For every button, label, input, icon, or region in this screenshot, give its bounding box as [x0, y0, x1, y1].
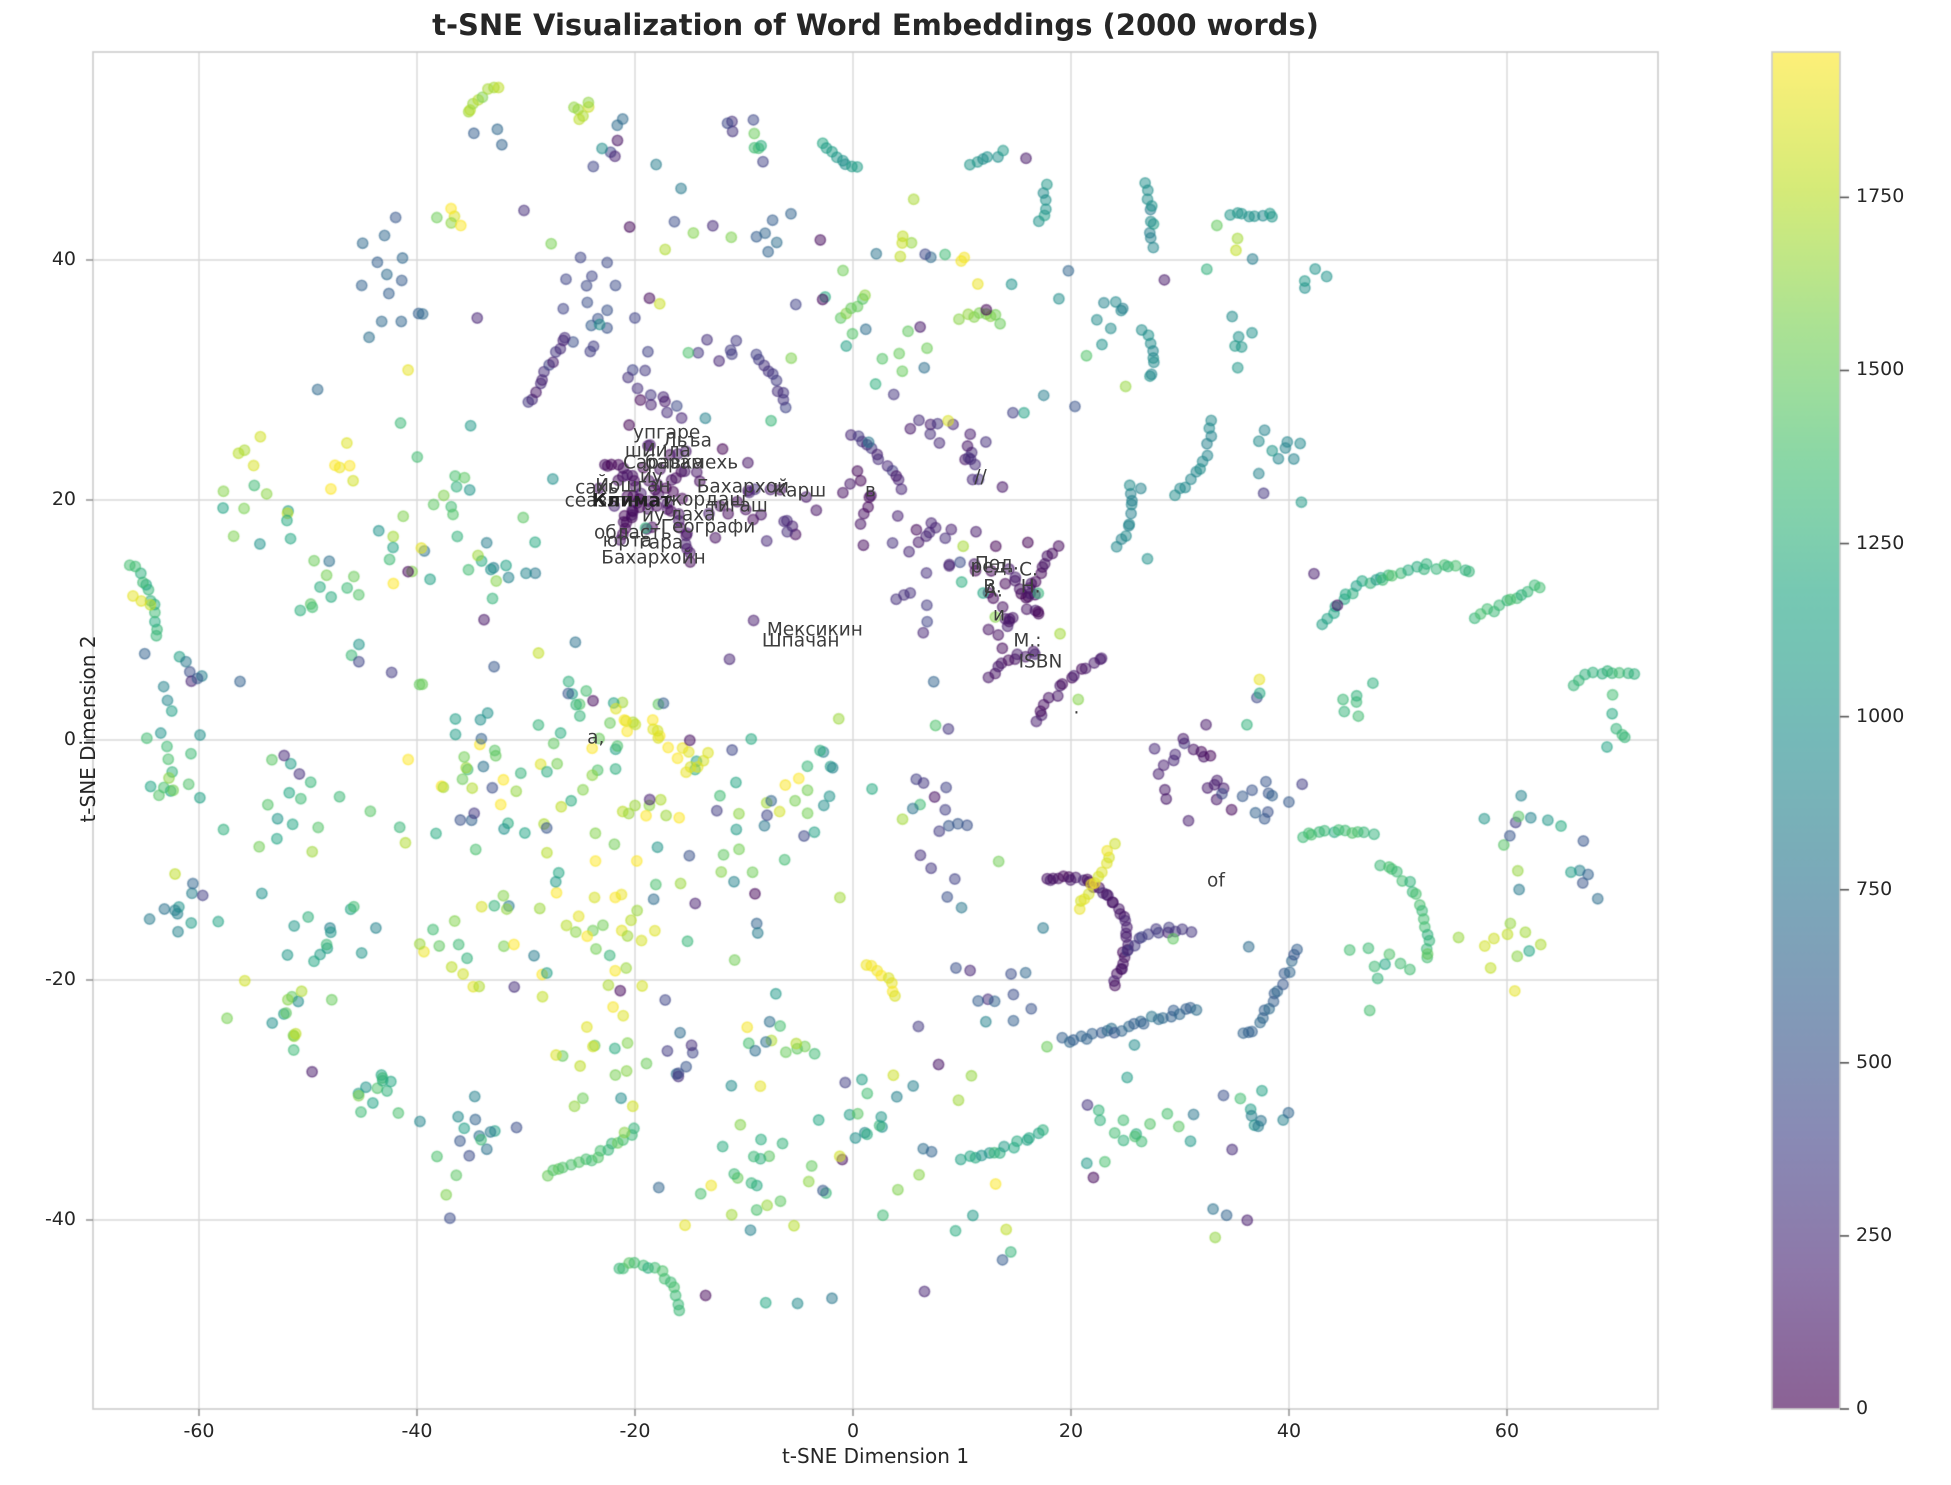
colorbar-tick-label: 1750: [1856, 185, 1905, 208]
annotation-label: упгаре: [632, 422, 701, 444]
annotation-label: юрта: [602, 530, 653, 552]
annotation-label: М.:: [1013, 629, 1042, 651]
annotation-label: лаха: [670, 503, 716, 525]
colorbar-tick-label: 750: [1856, 877, 1893, 900]
annotation-label: гара: [639, 532, 684, 554]
y-tick-label: 20: [51, 488, 76, 510]
x-tick-label: -60: [183, 1420, 215, 1442]
colorbar-tick-label: 250: [1856, 1223, 1893, 1246]
annotation-label: В.: [983, 575, 1002, 597]
colorbar-tick-label: 1000: [1856, 704, 1905, 727]
y-tick-label: 40: [51, 248, 76, 270]
annotation-label: а,: [587, 727, 605, 749]
annotation-label: Шпачан: [761, 629, 840, 651]
annotation-label: А.: [984, 580, 1003, 602]
x-tick-label: 20: [1058, 1420, 1084, 1442]
colorbar-tick-label: 1500: [1856, 358, 1905, 381]
annotation-label: Мексикин: [766, 619, 863, 641]
annotation-label: Н.: [1020, 575, 1041, 597]
annotation-label: йу: [639, 466, 663, 488]
x-tick-label: -20: [619, 1420, 651, 1442]
colorbar-tick-label: 1250: [1856, 531, 1905, 554]
annotation-label: Йошган: [595, 475, 671, 497]
annotation-label: Географи: [660, 515, 756, 537]
annotation-label: и: [993, 604, 1006, 626]
annotation-label: сахь: [575, 477, 619, 499]
annotation-label: Карш: [773, 479, 827, 501]
annotation-label: Климат: [591, 490, 672, 512]
x-axis-label: t-SNE Dimension 1: [781, 1444, 970, 1468]
annotation-label: of: [1207, 869, 1225, 891]
y-tick-label: -40: [44, 1208, 76, 1230]
annotation-label: барамехь: [645, 452, 739, 474]
annotation-label: шИила: [624, 440, 691, 462]
annotation-label: сеазьт-: [564, 490, 636, 512]
annotation-label: .: [1073, 697, 1080, 719]
annotation-label: Льъа: [662, 430, 712, 452]
annotation-label: жордаш: [665, 489, 747, 511]
y-tick-label: -20: [44, 968, 76, 990]
chart-title: t-SNE Visualization of Word Embeddings (…: [432, 8, 1319, 42]
annotation-label: //: [974, 466, 987, 488]
y-axis-label: t-SNE Dimension 2: [76, 635, 100, 823]
annotation-label: Пед.: [974, 553, 1019, 575]
annotation-label: ISBN: [1018, 651, 1063, 673]
annotation-label: в: [864, 479, 876, 501]
x-tick-label: 60: [1494, 1420, 1520, 1442]
annotation-label: С.: [1019, 559, 1038, 581]
annotation-label: тигаш: [707, 495, 768, 517]
x-tick-label: 40: [1276, 1420, 1302, 1442]
y-tick-label: 0: [63, 728, 76, 750]
annotation-label: Бахархойн: [601, 547, 706, 569]
x-tick-label: 0: [846, 1420, 860, 1442]
annotation-label: Бахархой: [696, 476, 790, 498]
annotation-label: йу: [642, 505, 666, 527]
x-tick-label: -40: [401, 1420, 433, 1442]
colorbar-tick-label: 0: [1856, 1397, 1869, 1419]
annotation-label: область: [593, 521, 672, 543]
colorbar-tick-label: 500: [1856, 1050, 1893, 1073]
annotation-label: Саравка: [622, 452, 704, 474]
annotation-label: ред.: [970, 556, 1013, 578]
